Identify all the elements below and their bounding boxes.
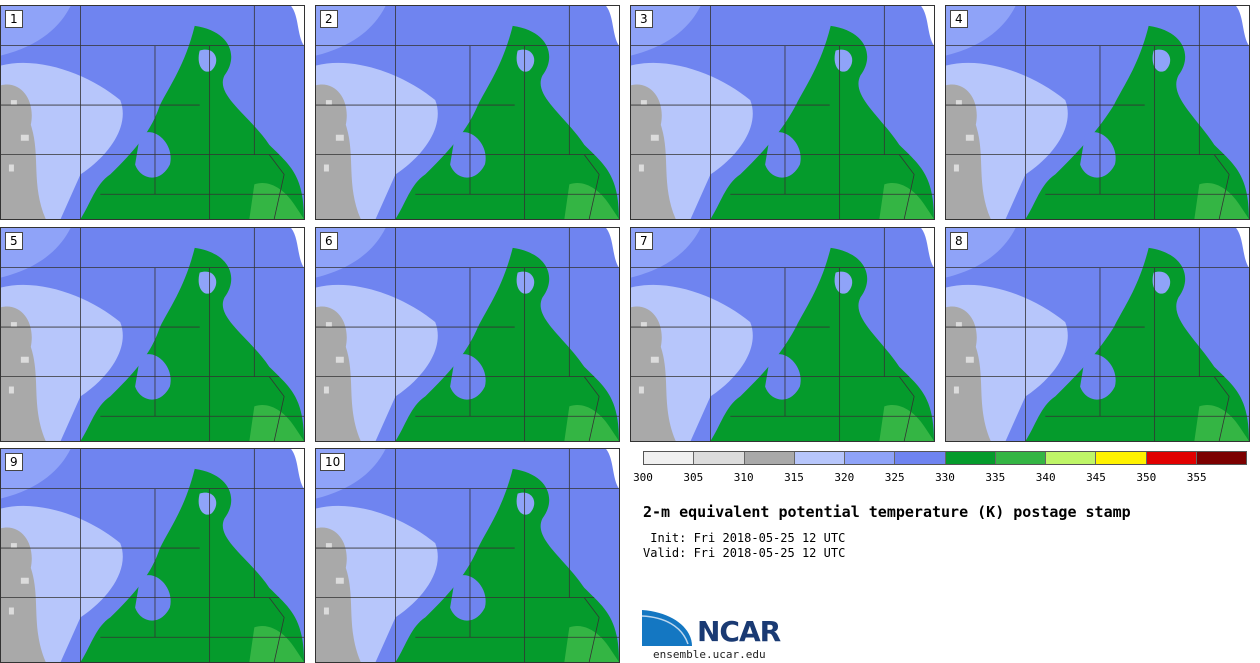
colorbar-tick-label: 325 — [884, 471, 905, 484]
stamp-label: 6 — [320, 232, 338, 250]
map-plot — [946, 228, 1249, 441]
stamp-panel-3[interactable]: 3 — [630, 5, 935, 220]
map-plot — [316, 228, 619, 441]
colorbar-tick-label: 305 — [683, 471, 704, 484]
map-plot — [631, 228, 934, 441]
stamp-label: 8 — [950, 232, 968, 250]
stamp-panel-6[interactable]: 6 — [315, 227, 620, 442]
colorbar-segment — [1146, 452, 1197, 464]
stamp-label: 4 — [950, 10, 968, 28]
map-plot — [631, 6, 934, 219]
logo-text: NCAR — [697, 615, 781, 648]
stamp-label: 7 — [635, 232, 653, 250]
colorbar-segment — [1196, 452, 1246, 464]
colorbar-segment — [995, 452, 1046, 464]
stamp-label: 2 — [320, 10, 338, 28]
colorbar-tick-label: 350 — [1136, 471, 1157, 484]
map-plot — [1, 228, 304, 441]
colorbar-tick-label: 315 — [784, 471, 804, 484]
colorbar-segment — [644, 452, 695, 464]
ncar-logo-icon — [642, 606, 696, 646]
site-url[interactable]: ensemble.ucar.edu — [653, 648, 766, 661]
stamp-label: 9 — [5, 453, 23, 471]
init-time: Init: Fri 2018-05-25 12 UTC — [643, 531, 846, 545]
map-plot — [946, 6, 1249, 219]
colorbar-segment — [845, 452, 896, 464]
map-plot — [316, 449, 619, 662]
stamp-label: 1 — [5, 10, 23, 28]
colorbar-tick-label: 345 — [1086, 471, 1106, 484]
colorbar — [643, 451, 1247, 465]
map-plot — [1, 449, 304, 662]
colorbar-segment — [744, 452, 795, 464]
stamp-panel-1[interactable]: 1 — [0, 5, 305, 220]
stamp-label: 3 — [635, 10, 653, 28]
page-title: 2-m equivalent potential temperature (K)… — [643, 503, 1131, 521]
map-plot — [1, 6, 304, 219]
colorbar-tick-label: 355 — [1186, 471, 1207, 484]
colorbar-segment — [895, 452, 946, 464]
stamp-panel-7[interactable]: 7 — [630, 227, 935, 442]
colorbar-tick-label: 320 — [834, 471, 855, 484]
stamp-panel-10[interactable]: 10 — [315, 448, 620, 663]
stamp-label: 5 — [5, 232, 23, 250]
colorbar-segment — [945, 452, 996, 464]
stamp-panel-2[interactable]: 2 — [315, 5, 620, 220]
colorbar-tick-label: 300 — [633, 471, 653, 484]
colorbar-tick-label: 310 — [733, 471, 754, 484]
stamp-panel-8[interactable]: 8 — [945, 227, 1250, 442]
colorbar-segment — [1046, 452, 1097, 464]
colorbar-tick-label: 340 — [1035, 471, 1056, 484]
stamp-panel-5[interactable]: 5 — [0, 227, 305, 442]
stamp-panel-4[interactable]: 4 — [945, 5, 1250, 220]
map-plot — [316, 6, 619, 219]
stamp-label: 10 — [320, 453, 346, 471]
colorbar-segment — [694, 452, 745, 464]
colorbar-tick-label: 330 — [935, 471, 955, 484]
colorbar-segment — [1096, 452, 1147, 464]
colorbar-segment — [794, 452, 845, 464]
colorbar-tick-label: 335 — [985, 471, 1006, 484]
stamp-panel-9[interactable]: 9 — [0, 448, 305, 663]
valid-time: Valid: Fri 2018-05-25 12 UTC — [643, 546, 846, 560]
